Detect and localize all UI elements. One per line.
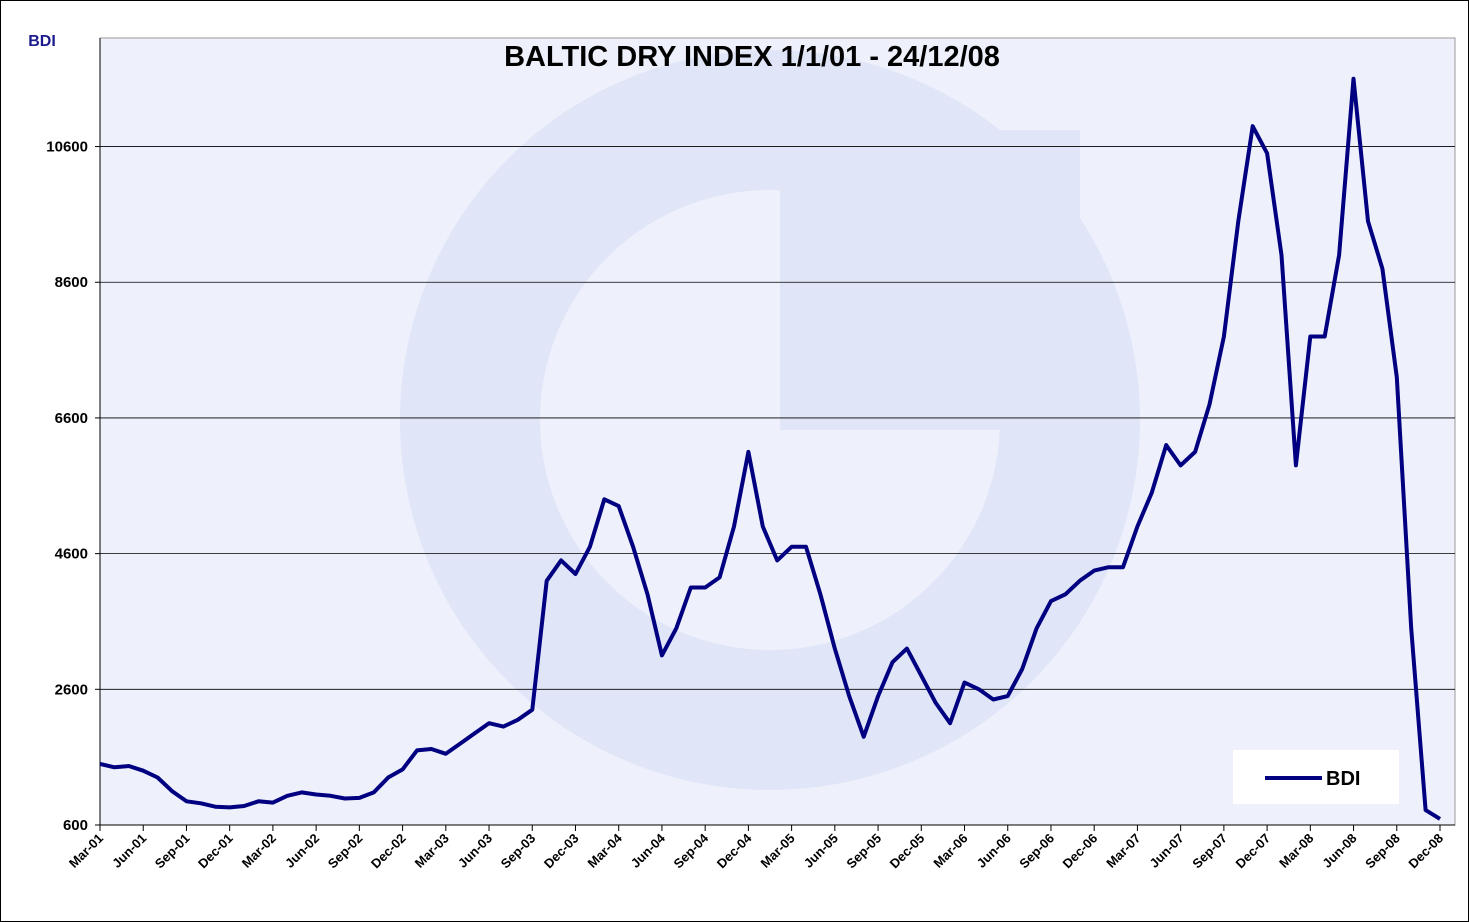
- y-tick-label: 6600: [55, 410, 88, 427]
- y-tick-label: 600: [63, 817, 88, 834]
- y-tick-label: 8600: [55, 274, 88, 291]
- legend-label: BDI: [1326, 768, 1360, 790]
- y-axis-label: BDI: [28, 33, 56, 50]
- watermark: [400, 50, 1140, 790]
- chart-title: BALTIC DRY INDEX 1/1/01 - 24/12/08: [504, 41, 1000, 73]
- y-tick-label: 2600: [55, 681, 88, 698]
- y-tick-label: 10600: [46, 139, 88, 156]
- y-tick-label: 4600: [55, 546, 88, 563]
- data-line: [99, 76, 1442, 821]
